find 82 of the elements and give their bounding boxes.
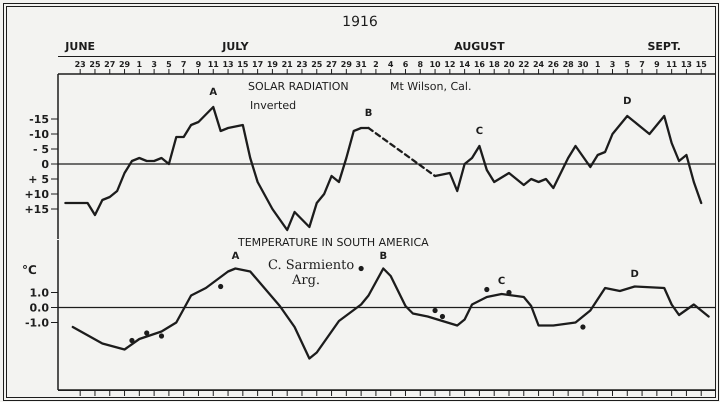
x-tick-label: 5	[624, 60, 630, 69]
x-tick-label: 13	[680, 60, 692, 69]
x-tick-label: 1	[594, 60, 601, 69]
x-tick-label: 28	[562, 60, 574, 69]
y-tick-label: -10	[29, 128, 50, 141]
annotation: Mt Wilson, Cal.	[390, 80, 472, 93]
x-tick-label: 5	[166, 60, 172, 69]
annotation: C. Sarmiento	[268, 258, 354, 273]
y-tick-label: -15	[29, 112, 49, 126]
annotation: A	[230, 250, 240, 262]
x-tick-label: 3	[610, 60, 616, 69]
x2-tick-label: JULY	[220, 40, 250, 53]
x-tick-label: 26	[548, 60, 560, 69]
x-tick-label: 24	[532, 60, 545, 69]
x2-tick-label: SEPT.	[646, 40, 682, 53]
y-tick-label: +10	[24, 188, 50, 201]
point	[158, 333, 164, 339]
chart-title: 1916	[341, 14, 379, 30]
x-tick-label: 3	[151, 60, 157, 69]
x-tick-label: 16	[474, 60, 486, 69]
x-tick-label: 1	[136, 60, 143, 69]
x-tick-label: 23	[296, 60, 308, 69]
y-tick-label: + 5	[28, 172, 49, 186]
y-tick-label: 0.0	[30, 301, 50, 314]
y-tick-label: 0	[41, 158, 50, 171]
x-tick-label: 7	[180, 60, 186, 69]
x-tick-label: 4	[388, 60, 394, 69]
x2-tick-label: JUNE	[64, 40, 96, 53]
annotation: C	[474, 126, 484, 137]
x-tick-label: 20	[503, 60, 515, 69]
y-tick-label: 1.0	[30, 286, 50, 300]
annotation: C	[496, 276, 506, 287]
x-tick-label: 22	[518, 60, 530, 69]
point	[580, 324, 586, 330]
x-tick-label: 9	[654, 60, 660, 69]
y-tick-label: +15	[24, 202, 49, 216]
y-tick-label: -1.0	[24, 316, 50, 330]
x-tick-label: 15	[696, 60, 708, 69]
x2-tick-label: AUGUST	[453, 40, 506, 53]
annotation: A	[208, 87, 218, 98]
x-tick-label: 18	[488, 60, 500, 69]
x-tick-label: 30	[577, 60, 589, 69]
x-tick-label: 17	[252, 60, 264, 69]
x-tick-label: 6	[402, 60, 409, 69]
annotation: B	[378, 250, 388, 262]
x-tick-label: 25	[311, 60, 323, 69]
x-tick-label: 25	[89, 60, 101, 69]
y-tick-label: - 5	[32, 142, 49, 156]
x-tick-label: 29	[340, 60, 352, 69]
x-tick-label: 27	[326, 60, 338, 69]
point	[129, 338, 135, 344]
annotation: SOLAR RADIATION	[248, 80, 349, 93]
x-tick-label: 8	[417, 60, 424, 69]
x-tick-label: 11	[208, 60, 220, 69]
x-tick-label: 9	[196, 60, 202, 69]
x-tick-label: 13	[222, 60, 234, 69]
x-tick-label: 15	[237, 60, 249, 69]
point	[144, 330, 150, 336]
point	[484, 286, 490, 292]
x-tick-label: 7	[639, 60, 645, 69]
annotation: Arg.	[292, 273, 320, 288]
annotation: B	[364, 108, 374, 119]
point	[432, 308, 438, 314]
x-tick-label: 12	[444, 60, 456, 69]
x-tick-label: 31	[356, 60, 368, 69]
point	[440, 314, 446, 320]
y-axis-title: °C	[22, 262, 37, 276]
annotation: Inverted	[250, 99, 296, 112]
point	[218, 284, 224, 290]
x-tick-label: 21	[282, 60, 294, 69]
x-tick-label: 14	[459, 60, 471, 69]
x-tick-label: 27	[104, 60, 116, 69]
x-tick-label: 11	[666, 60, 678, 69]
x-tick-label: 29	[118, 60, 131, 69]
point	[358, 266, 364, 272]
x-tick-label: 23	[74, 60, 86, 69]
x-tick-label: 10	[429, 60, 442, 69]
annotation: D	[630, 268, 640, 280]
x-tick-label: 2	[373, 60, 379, 69]
x-tick-label: 19	[266, 60, 278, 69]
annotation: TEMPERATURE IN SOUTH AMERICA	[238, 236, 429, 249]
annotation: D	[622, 96, 632, 107]
